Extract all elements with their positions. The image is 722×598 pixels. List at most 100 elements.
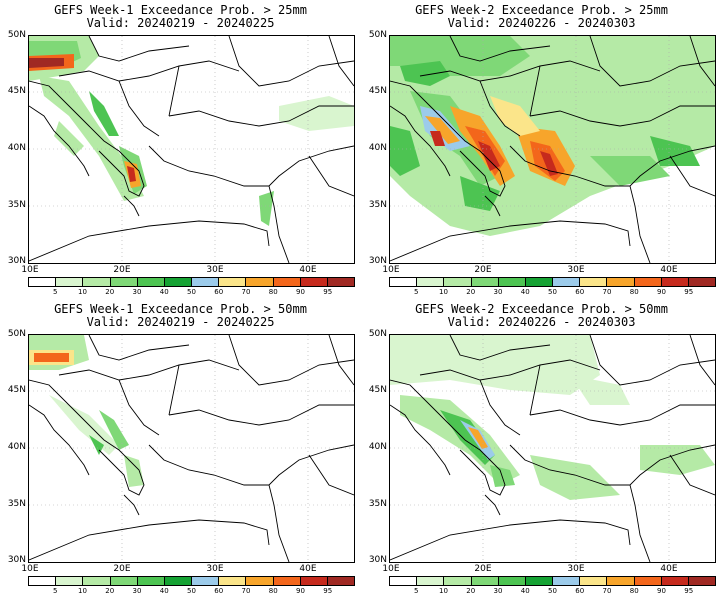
colorbar-swatch bbox=[688, 577, 716, 585]
lon-label-40e: 40E bbox=[299, 265, 317, 275]
lon-label-40e: 40E bbox=[660, 265, 678, 275]
lon-label-10e: 10E bbox=[21, 265, 39, 275]
lat-label-35n: 35N bbox=[368, 200, 387, 210]
lat-label-35n: 35N bbox=[7, 499, 26, 509]
colorbar-tick-label: 30 bbox=[493, 288, 503, 296]
lon-label-20e: 20E bbox=[113, 564, 131, 574]
colorbar-swatch bbox=[110, 577, 138, 585]
lat-label-45n: 45N bbox=[7, 86, 26, 96]
colorbar-swatch bbox=[219, 577, 247, 585]
colorbar-swatch bbox=[525, 577, 554, 585]
colorbar-swatch bbox=[661, 577, 689, 585]
colorbar-swatch bbox=[56, 278, 84, 286]
precip-probability-map bbox=[28, 334, 355, 563]
colorbar-swatch bbox=[498, 278, 526, 286]
panel-valid-dates: Valid: 20240219 - 20240225 bbox=[86, 315, 275, 329]
colorbar-tick-label: 5 bbox=[53, 288, 58, 296]
colorbar-tick-label: 40 bbox=[159, 288, 169, 296]
lon-label-30e: 30E bbox=[567, 265, 585, 275]
colorbar-swatch bbox=[498, 577, 526, 585]
colorbar-swatch bbox=[525, 278, 554, 286]
colorbar-tick-label: 80 bbox=[268, 587, 278, 595]
map-canvas bbox=[29, 36, 354, 263]
coastlines-borders bbox=[29, 36, 354, 263]
map-canvas bbox=[29, 335, 354, 562]
precip-shading bbox=[29, 335, 144, 487]
colorbar-swatch bbox=[83, 278, 111, 286]
colorbar-tick-label: 10 bbox=[78, 288, 87, 296]
lat-label-30n: 30N bbox=[368, 555, 387, 565]
lon-label-30e: 30E bbox=[206, 265, 224, 275]
colorbar-tick-label: 95 bbox=[684, 288, 694, 296]
lon-label-40e: 40E bbox=[299, 564, 317, 574]
panel-title: GEFS Week-1 Exceedance Prob. > 25mm bbox=[54, 3, 307, 17]
lat-label-30n: 30N bbox=[7, 256, 26, 266]
colorbar-swatch bbox=[634, 278, 662, 286]
lon-label-20e: 20E bbox=[113, 265, 131, 275]
colorbar-tick-label: 60 bbox=[575, 288, 585, 296]
colorbar-swatch bbox=[29, 577, 57, 585]
colorbar-swatch bbox=[29, 278, 57, 286]
colorbar-tick-label: 10 bbox=[439, 288, 448, 296]
colorbar-swatch bbox=[273, 577, 301, 585]
lat-label-35n: 35N bbox=[7, 200, 26, 210]
map-canvas bbox=[390, 335, 715, 562]
colorbar-swatch bbox=[327, 577, 355, 585]
panel-title: GEFS Week-1 Exceedance Prob. > 50mm bbox=[54, 302, 307, 316]
probability-colorbar bbox=[28, 277, 355, 287]
lon-label-30e: 30E bbox=[567, 564, 585, 574]
lat-label-45n: 45N bbox=[368, 86, 387, 96]
lat-label-40n: 40N bbox=[7, 442, 26, 452]
lon-label-10e: 10E bbox=[21, 564, 39, 574]
lat-label-45n: 45N bbox=[7, 385, 26, 395]
lat-label-45n: 45N bbox=[368, 385, 387, 395]
map-panel-week2-25mm: GEFS Week-2 Exceedance Prob. > 25mm Vali… bbox=[361, 0, 722, 299]
colorbar-swatch bbox=[444, 278, 472, 286]
colorbar-swatch bbox=[192, 577, 220, 585]
colorbar-tick-label: 5 bbox=[414, 587, 419, 595]
colorbar-swatch bbox=[192, 278, 220, 286]
colorbar-swatch bbox=[553, 278, 581, 286]
colorbar-swatch bbox=[553, 577, 581, 585]
colorbar-tick-label: 10 bbox=[439, 587, 448, 595]
colorbar-swatch bbox=[688, 278, 716, 286]
lat-label-30n: 30N bbox=[7, 555, 26, 565]
lat-label-40n: 40N bbox=[368, 442, 387, 452]
colorbar-swatch bbox=[300, 278, 328, 286]
colorbar-swatch bbox=[607, 577, 635, 585]
colorbar-swatch bbox=[83, 577, 111, 585]
colorbar-tick-label: 5 bbox=[414, 288, 419, 296]
colorbar-swatch bbox=[110, 278, 138, 286]
panel-title: GEFS Week-2 Exceedance Prob. > 50mm bbox=[415, 302, 668, 316]
precip-probability-map bbox=[389, 35, 716, 264]
colorbar-tick-label: 90 bbox=[657, 288, 666, 296]
precip-probability-map bbox=[28, 35, 355, 264]
colorbar-tick-label: 40 bbox=[520, 288, 530, 296]
colorbar-tick-label: 5 bbox=[53, 587, 58, 595]
probability-colorbar bbox=[389, 277, 716, 287]
colorbar-tick-label: 70 bbox=[602, 587, 612, 595]
colorbar-swatch bbox=[246, 577, 274, 585]
colorbar-swatch bbox=[137, 278, 165, 286]
colorbar-tick-label: 20 bbox=[466, 288, 476, 296]
lat-label-40n: 40N bbox=[7, 143, 26, 153]
map-canvas bbox=[390, 36, 715, 263]
colorbar-swatch bbox=[580, 278, 608, 286]
colorbar-swatch bbox=[219, 278, 247, 286]
lon-label-20e: 20E bbox=[474, 265, 492, 275]
colorbar-tick-label: 50 bbox=[548, 288, 557, 296]
panel-valid-dates: Valid: 20240226 - 20240303 bbox=[447, 315, 636, 329]
colorbar-tick-label: 90 bbox=[296, 587, 305, 595]
colorbar-tick-label: 90 bbox=[657, 587, 666, 595]
colorbar-tick-label: 10 bbox=[78, 587, 87, 595]
lat-label-30n: 30N bbox=[368, 256, 387, 266]
colorbar-swatch bbox=[300, 577, 328, 585]
colorbar-swatch bbox=[164, 278, 193, 286]
colorbar-tick-label: 50 bbox=[187, 288, 196, 296]
colorbar-swatch bbox=[273, 278, 301, 286]
colorbar-swatch bbox=[417, 577, 445, 585]
lon-label-10e: 10E bbox=[382, 265, 400, 275]
colorbar-tick-label: 90 bbox=[296, 288, 305, 296]
colorbar-tick-label: 50 bbox=[187, 587, 196, 595]
lon-label-10e: 10E bbox=[382, 564, 400, 574]
